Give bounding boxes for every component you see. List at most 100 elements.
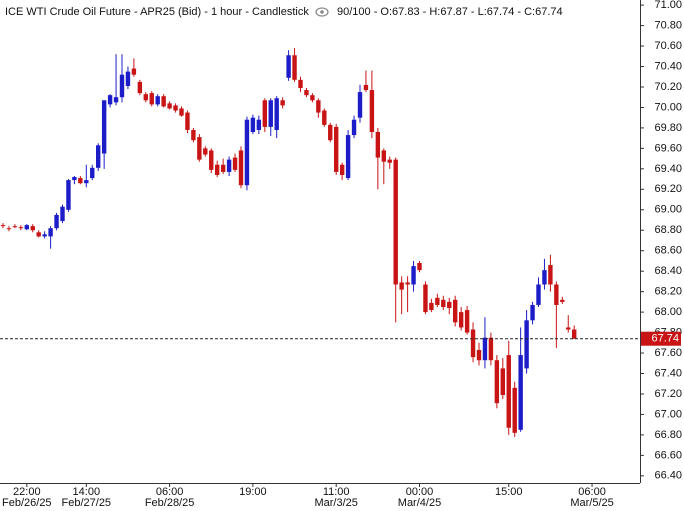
y-tick-label: 66.80 [654,429,682,441]
candle-body [292,55,297,80]
candle-body [173,105,178,111]
candle-body [304,90,309,96]
y-tick-label: 66.60 [654,449,682,461]
candle-body [411,266,416,285]
candle-body [542,270,547,285]
chart-title: ICE WTI Crude Oil Future - APR25 (Bid) -… [5,6,309,18]
candle-body [518,355,523,430]
candle-body [453,299,458,323]
candle-body [393,159,398,285]
candle-body [203,148,208,155]
candle-body [447,301,452,309]
candle-body [423,284,428,313]
candle-body [298,79,303,89]
candle-body [143,94,148,101]
candle-body [226,159,232,172]
x-tick-label: 06:00 [156,486,184,498]
candle-body [399,282,404,290]
candle-body [530,304,535,321]
candle-body [500,368,505,395]
candle-body [54,214,59,229]
ohlc-info: 90/100 - O:67.83 - H:67.87 - L:67.74 - C… [337,6,563,18]
candle-body [30,226,35,231]
y-tick-label: 67.40 [654,367,682,379]
candle-body [572,329,577,339]
candle-body [125,71,131,86]
y-tick-label: 67.60 [654,347,682,359]
candle-body [220,164,226,172]
y-tick-label: 67.20 [654,388,682,400]
candle-body [72,177,77,181]
candle-body [84,180,89,184]
y-tick-label: 68.80 [654,224,682,236]
candle-body [482,337,488,361]
y-tick-label: 70.20 [654,81,682,93]
candle-body [36,232,41,237]
candle-body [161,96,166,107]
candle-body [268,100,273,127]
candle-body [274,98,279,130]
candle-body [66,180,71,210]
x-tick-label: 14:00 [73,486,101,498]
candle-body [334,126,339,172]
candle-body [524,320,529,369]
candle-body [96,145,101,168]
candle-body [566,327,571,330]
y-tick-label: 68.40 [654,265,682,277]
eye-icon[interactable] [315,7,329,17]
candle-body [476,349,482,361]
candle-body [90,167,95,179]
candle-body [0,225,6,227]
candle-body [238,150,244,186]
y-tick-label: 67.00 [654,408,682,420]
candle-body [512,387,517,433]
candle-body [6,228,12,230]
candle-body [464,310,470,333]
x-tick-label: 11:00 [323,486,350,498]
x-date-label: Mar/4/25 [398,497,441,509]
x-tick-label: 15:00 [495,486,523,498]
y-tick-label: 70.40 [654,60,682,72]
candle-body [351,119,357,136]
x-date-label: Mar/3/25 [314,497,357,509]
candle-body [429,302,434,311]
candle-body [548,265,553,285]
y-tick-label: 66.40 [654,470,682,482]
y-tick-label: 70.80 [654,19,682,31]
candle-body [167,103,172,109]
y-tick-label: 69.00 [654,204,682,216]
candle-body [113,97,119,103]
candle-body [494,360,500,404]
candle-body [209,150,214,170]
candle-body [197,137,202,160]
candle-body [215,164,220,175]
y-tick-label: 69.20 [654,183,682,195]
candle-body [357,92,363,118]
candle-body [339,164,345,175]
candle-body [470,329,476,358]
y-tick-label: 70.00 [654,101,682,113]
candle-body [554,284,559,305]
candle-body [244,119,250,186]
x-date-label: Feb/27/25 [62,497,112,509]
y-tick-label: 69.40 [654,163,682,175]
candle-body [363,84,369,91]
candle-body [345,135,351,179]
candle-body [458,312,464,328]
candle-body [262,100,267,127]
y-tick-label: 69.80 [654,122,682,134]
candle-body [369,90,375,133]
y-tick-label: 69.60 [654,142,682,154]
candle-body [435,297,440,305]
candle-body [322,110,327,125]
candle-body [149,93,154,105]
last-price-tag [641,331,681,346]
candle-body [286,55,291,78]
candle-body [316,100,321,113]
candle-body [280,100,285,106]
candle-body [107,95,113,105]
y-tick-label: 68.00 [654,306,682,318]
x-tick-label: 06:00 [578,486,606,498]
candle-body [18,227,24,229]
candle-body [328,124,333,141]
